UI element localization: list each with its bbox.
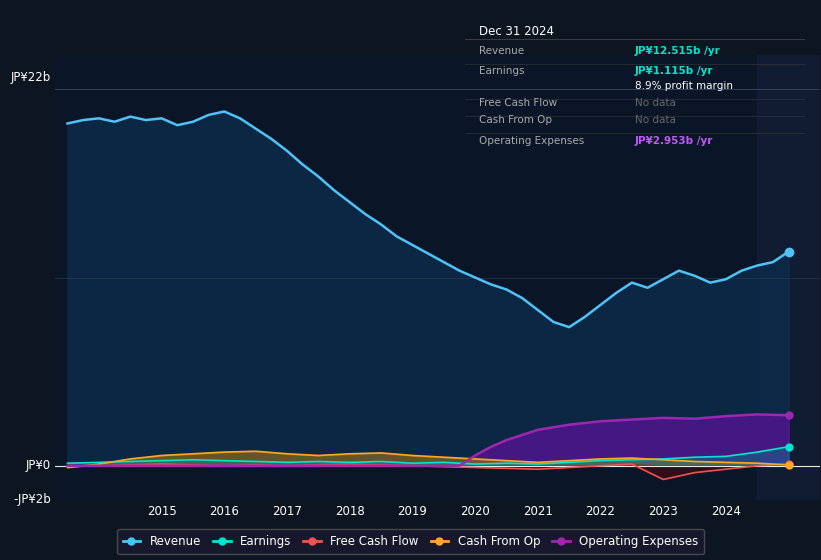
Text: JP¥0: JP¥0 — [25, 459, 51, 472]
Text: No data: No data — [635, 98, 676, 108]
Text: 8.9% profit margin: 8.9% profit margin — [635, 81, 733, 91]
Text: JP¥1.115b /yr: JP¥1.115b /yr — [635, 66, 713, 76]
Legend: Revenue, Earnings, Free Cash Flow, Cash From Op, Operating Expenses: Revenue, Earnings, Free Cash Flow, Cash … — [117, 529, 704, 554]
Text: JP¥22b: JP¥22b — [11, 71, 51, 83]
Text: Earnings: Earnings — [479, 66, 524, 76]
Text: -JP¥2b: -JP¥2b — [13, 493, 51, 506]
Text: Dec 31 2024: Dec 31 2024 — [479, 25, 553, 38]
Text: Free Cash Flow: Free Cash Flow — [479, 98, 557, 108]
Text: Revenue: Revenue — [479, 46, 524, 57]
Text: Operating Expenses: Operating Expenses — [479, 136, 584, 146]
Bar — [757, 55, 820, 500]
Text: No data: No data — [635, 115, 676, 125]
Text: JP¥2.953b /yr: JP¥2.953b /yr — [635, 136, 713, 146]
Text: JP¥12.515b /yr: JP¥12.515b /yr — [635, 46, 721, 57]
Text: Cash From Op: Cash From Op — [479, 115, 552, 125]
